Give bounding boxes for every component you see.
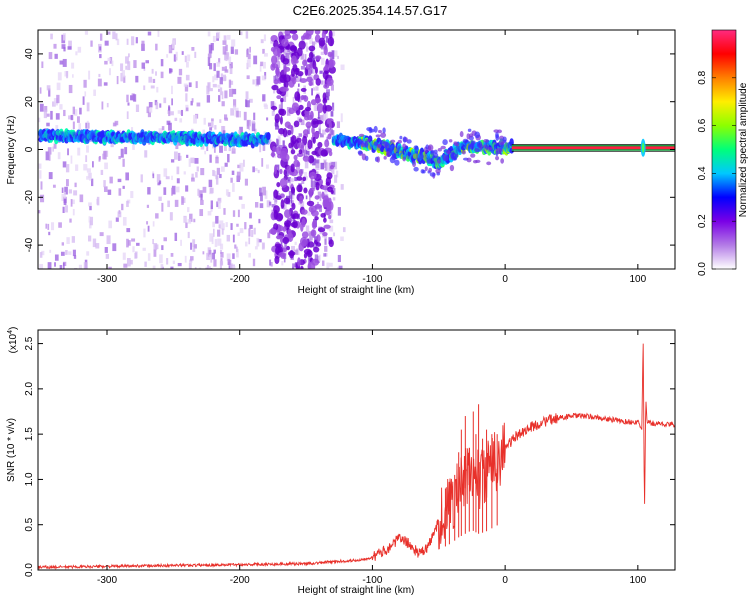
snr-xlabel: Height of straight line (km) bbox=[298, 585, 415, 596]
colorbar-gradient bbox=[711, 29, 737, 270]
colorbar-label: Normalized spectral amplitude bbox=[738, 82, 749, 217]
snr-line bbox=[38, 343, 675, 570]
spectrogram-y-tick-label: 40 bbox=[24, 48, 35, 60]
spectrogram-x-tick-label: 100 bbox=[629, 274, 646, 285]
snr-x-tick-label: -100 bbox=[362, 575, 382, 586]
spectrogram-ylabel: Frequency (Hz) bbox=[6, 116, 17, 185]
snr-y-tick-label: 1.5 bbox=[24, 427, 35, 441]
snr-y-tick-label: 2.5 bbox=[24, 336, 35, 350]
figure-title: C2E6.2025.354.14.57.G17 bbox=[293, 3, 448, 18]
spectrogram-y-ticks: -40 -20 0 20 40 bbox=[24, 48, 675, 252]
snr-frame bbox=[37, 329, 676, 571]
spectrogram-x-tick-label: -100 bbox=[362, 274, 382, 285]
snr-x-tick-label: -300 bbox=[97, 575, 117, 586]
spectrogram-x-tick-label: -300 bbox=[97, 274, 117, 285]
colorbar-tick-label: 0.8 bbox=[697, 70, 708, 84]
spectrogram-x-tick-label: 0 bbox=[502, 274, 508, 285]
snr-scale-exponent: 4 bbox=[7, 330, 14, 334]
spectrogram-x-ticks: -300 -200 -100 0 100 bbox=[97, 30, 647, 285]
colorbar-tick-label: 0.6 bbox=[697, 118, 708, 132]
snr-panel: -300 -200 -100 0 100 0.0 0.5 1.0 1.5 2.0 2.5 Heig… bbox=[6, 327, 676, 596]
snr-y-tick-label: 2.0 bbox=[24, 381, 35, 395]
spectrogram-y-tick-label: 0 bbox=[24, 146, 35, 152]
snr-y-tick-label: 1.0 bbox=[24, 472, 35, 486]
colorbar-ticks: 0.0 0.2 0.4 0.6 0.8 bbox=[697, 70, 736, 276]
svg-text:(x104): (x104) bbox=[7, 327, 19, 354]
spectrogram-y-tick-label: -20 bbox=[24, 190, 35, 205]
spectrogram-y-tick-label: 20 bbox=[24, 96, 35, 108]
snr-ylabel: SNR (10 * v/v) bbox=[6, 418, 17, 482]
spectrogram-y-tick-label: -40 bbox=[24, 237, 35, 252]
snr-y-tick-label: 0.5 bbox=[24, 517, 35, 531]
snr-scale-note: (x104) bbox=[7, 327, 19, 354]
spectrogram-xlabel: Height of straight line (km) bbox=[298, 285, 415, 296]
colorbar-tick-label: 0.4 bbox=[697, 166, 708, 180]
colorbar-tick-label: 0.2 bbox=[697, 214, 708, 228]
spectrogram-x-tick-label: -200 bbox=[230, 274, 250, 285]
snr-scale-prefix: (x10 bbox=[8, 333, 19, 353]
snr-series bbox=[38, 343, 675, 570]
snr-x-ticks: -300 -200 -100 0 100 bbox=[97, 330, 647, 586]
snr-x-tick-label: -200 bbox=[230, 575, 250, 586]
snr-y-tick-label: 0.0 bbox=[24, 563, 35, 577]
snr-x-tick-label: 0 bbox=[502, 575, 508, 586]
snr-x-tick-label: 100 bbox=[629, 575, 646, 586]
spectrogram-heatmap bbox=[38, 30, 675, 269]
snr-y-ticks: 0.0 0.5 1.0 1.5 2.0 2.5 bbox=[24, 336, 675, 577]
colorbar-tick-label: 0.0 bbox=[697, 262, 708, 276]
colorbar: 0.0 0.2 0.4 0.6 0.8 Normalized spectral ampl… bbox=[697, 29, 749, 276]
